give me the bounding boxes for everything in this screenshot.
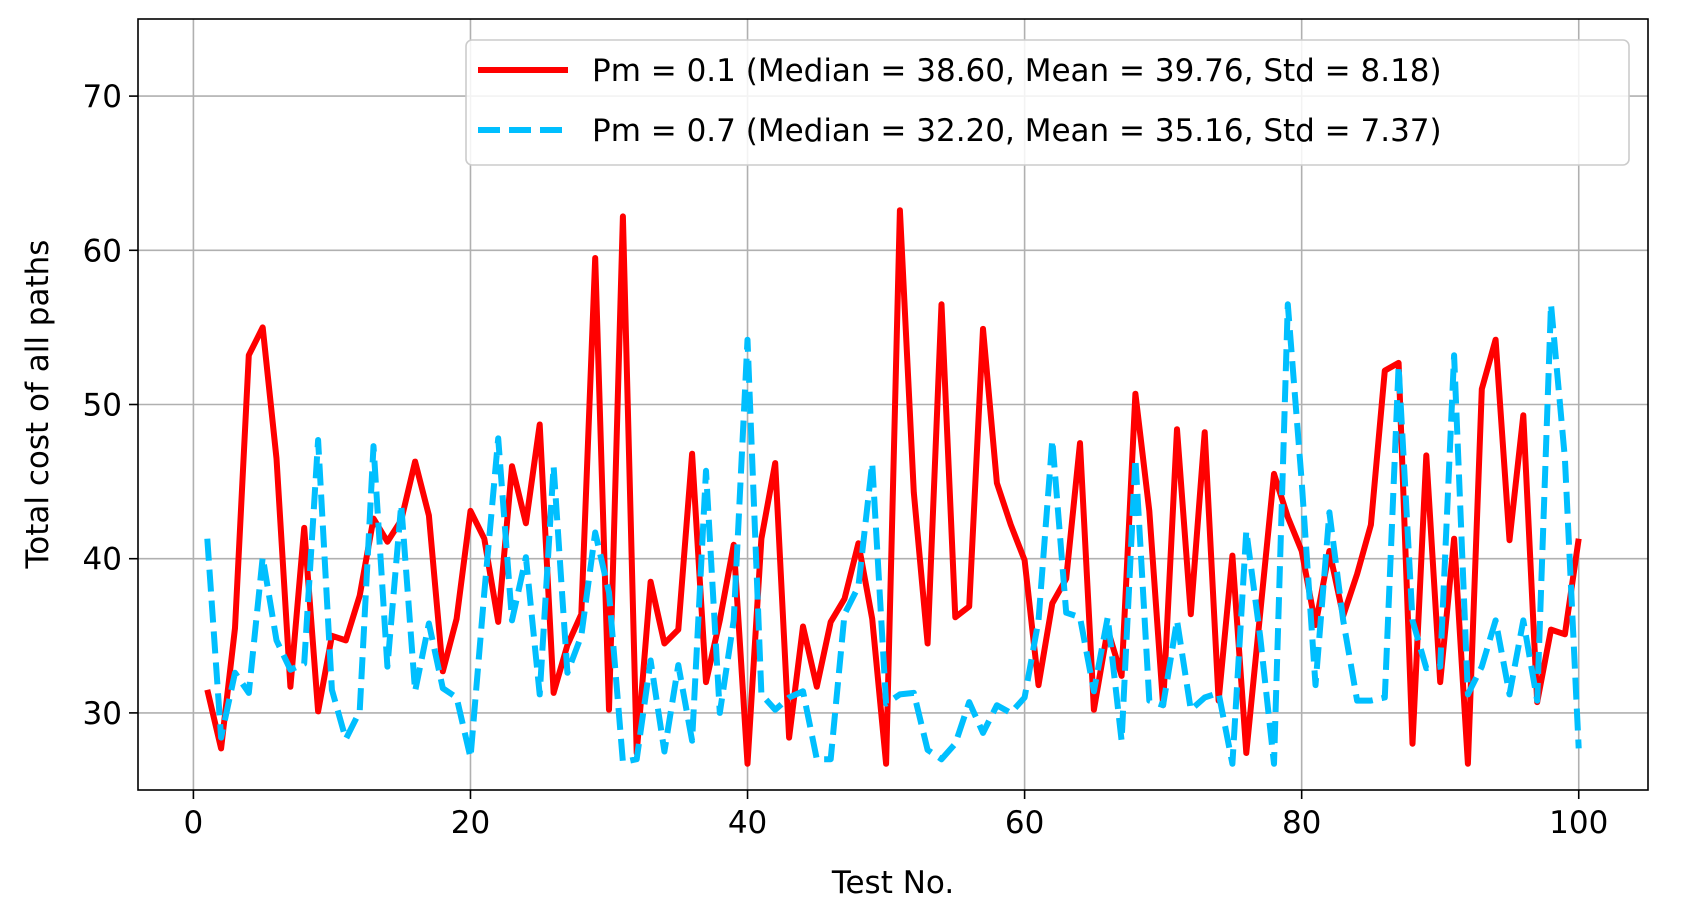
y-tick-label: 50 <box>83 388 122 424</box>
y-axis-label: Total cost of all paths <box>20 240 56 570</box>
y-tick-label: 60 <box>83 233 122 269</box>
y-tick-label: 30 <box>83 696 122 732</box>
y-tick-label: 40 <box>83 542 122 578</box>
legend-box <box>465 39 1630 166</box>
legend-label-pm-0.1: Pm = 0.1 (Median = 38.60, Mean = 39.76, … <box>592 53 1442 89</box>
legend-label-pm-0.7: Pm = 0.7 (Median = 32.20, Mean = 35.16, … <box>592 113 1442 149</box>
series-line-1 <box>204 301 1582 767</box>
legend: Pm = 0.1 (Median = 38.60, Mean = 39.76, … <box>465 39 1630 166</box>
series-line-0 <box>204 207 1582 767</box>
x-tick-label: 20 <box>451 805 490 841</box>
x-tick-label: 40 <box>728 805 767 841</box>
x-tick-label: 80 <box>1282 805 1321 841</box>
axis-ticks: 0 20 40 60 80 100 30 40 50 60 70 <box>83 79 1609 841</box>
x-tick-label: 60 <box>1005 805 1044 841</box>
x-axis-label: Test No. <box>831 865 954 901</box>
y-tick-label: 70 <box>83 79 122 115</box>
x-tick-label: 100 <box>1549 805 1608 841</box>
x-tick-label: 0 <box>184 805 204 841</box>
series-lines <box>204 207 1582 767</box>
